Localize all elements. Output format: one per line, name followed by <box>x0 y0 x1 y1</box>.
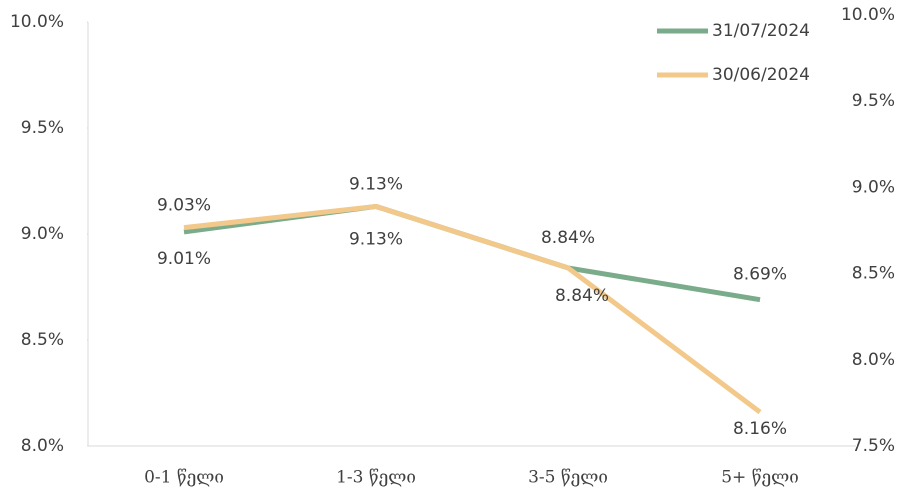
data-label: 8.84% <box>541 228 595 248</box>
y2-tick-label: 8.5% <box>852 264 895 284</box>
data-label: 9.13% <box>349 229 403 249</box>
y-tick-label: 9.5% <box>21 118 64 138</box>
series-line <box>183 203 762 415</box>
y2-tick-label: 10.0% <box>841 5 895 25</box>
data-label: 8.16% <box>733 419 787 439</box>
y-tick-label: 10.0% <box>10 12 64 32</box>
x-tick-label: 1-3 წელი <box>336 468 416 488</box>
y2-tick-label: 7.5% <box>852 436 895 456</box>
y-tick-label: 8.0% <box>21 436 64 456</box>
y2-tick-label: 8.0% <box>852 350 895 370</box>
legend-label: 30/06/2024 <box>712 65 810 85</box>
data-label: 8.84% <box>555 286 609 306</box>
data-label: 9.03% <box>157 196 211 216</box>
data-label: 9.01% <box>157 249 211 269</box>
x-tick-label: 0-1 წელი <box>144 468 224 488</box>
x-tick-label: 3-5 წელი <box>528 468 608 488</box>
data-label: 8.69% <box>733 265 787 285</box>
y2-tick-label: 9.0% <box>852 177 895 197</box>
y2-tick-label: 9.5% <box>852 91 895 111</box>
data-label: 9.13% <box>349 174 403 194</box>
x-tick-label: 5+ წელი <box>721 468 799 488</box>
y-tick-label: 8.5% <box>21 330 64 350</box>
legend-label: 31/07/2024 <box>712 21 810 41</box>
y-tick-label: 9.0% <box>21 224 64 244</box>
